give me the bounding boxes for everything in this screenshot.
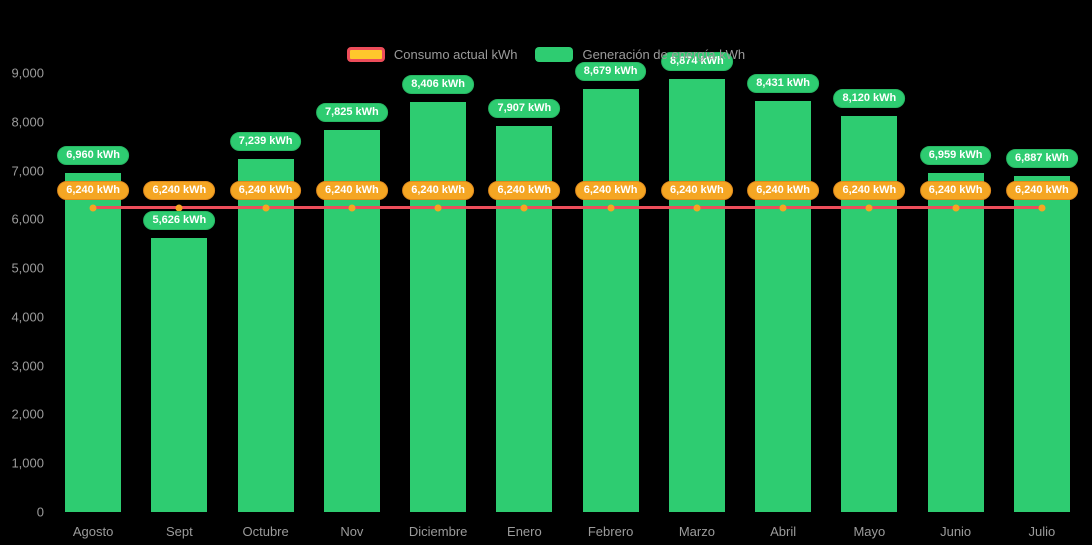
x-axis-label-enero: Enero	[507, 524, 542, 539]
consumption-point-enero[interactable]	[520, 204, 528, 212]
consumption-value-badge-agosto: 6,240 kWh	[57, 180, 130, 200]
y-axis-label: 9,000	[11, 65, 44, 81]
generation-bar-sept[interactable]	[151, 237, 208, 512]
legend-label-consumption: Consumo actual kWh	[393, 47, 518, 62]
generation-value-badge-julio: 6,887 kWh	[1005, 149, 1078, 169]
x-axis-label-febrero: Febrero	[587, 524, 634, 539]
consumption-value-badge-mayo: 6,240 kWh	[833, 180, 906, 200]
consumption-value-badge-abril: 6,240 kWh	[747, 180, 820, 200]
consumption-value-badge-julio: 6,240 kWh	[1005, 180, 1078, 200]
generation-bar-junio[interactable]	[927, 172, 984, 512]
generation-bar-julio[interactable]	[1013, 176, 1070, 512]
consumption-point-marzo[interactable]	[693, 204, 701, 212]
consumption-value-badge-diciembre: 6,240 kWh	[402, 180, 475, 200]
consumption-value-badge-junio: 6,240 kWh	[919, 180, 992, 200]
consumption-point-agosto[interactable]	[89, 204, 97, 212]
y-axis-label: 4,000	[11, 309, 44, 325]
y-axis-label: 7,000	[11, 163, 44, 179]
consumption-value-badge-febrero: 6,240 kWh	[574, 180, 647, 200]
x-axis-label-sept: Sept	[166, 524, 193, 539]
consumption-point-mayo[interactable]	[865, 204, 873, 212]
generation-value-badge-enero: 7,907 kWh	[488, 99, 561, 119]
generation-value-badge-abril: 8,431 kWh	[747, 73, 820, 93]
x-axis-label-diciembre: Diciembre	[408, 524, 468, 539]
generation-bar-marzo[interactable]	[668, 79, 725, 512]
x-axis-label-julio: Julio	[1028, 524, 1056, 539]
consumption-point-julio[interactable]	[1038, 204, 1046, 212]
y-axis-label: 6,000	[11, 211, 44, 227]
generation-bar-febrero[interactable]	[582, 88, 639, 512]
consumption-line	[93, 206, 1042, 210]
consumption-point-junio[interactable]	[952, 204, 960, 212]
generation-value-badge-octubre: 7,239 kWh	[229, 131, 302, 151]
legend-item-generation[interactable]: Generación de energía kWh	[535, 47, 745, 62]
consumption-point-diciembre[interactable]	[434, 204, 442, 212]
y-axis-label: 2,000	[11, 406, 44, 422]
x-axis-label-junio: Junio	[940, 524, 972, 539]
generation-bar-diciembre[interactable]	[410, 101, 467, 512]
generation-value-badge-diciembre: 8,406 kWh	[402, 74, 475, 94]
consumption-point-sept[interactable]	[175, 204, 183, 212]
consumption-value-badge-marzo: 6,240 kWh	[660, 180, 733, 200]
generation-bar-mayo[interactable]	[841, 115, 898, 512]
x-axis-label-agosto: Agosto	[72, 524, 114, 539]
consumption-point-abril[interactable]	[779, 204, 787, 212]
y-axis-label: 1,000	[11, 455, 44, 471]
consumption-value-badge-octubre: 6,240 kWh	[229, 180, 302, 200]
generation-value-badge-junio: 6,959 kWh	[919, 145, 992, 165]
y-axis-label: 5,000	[11, 260, 44, 276]
chart-legend: Consumo actual kWh Generación de energía…	[0, 47, 1092, 62]
consumption-swatch-icon	[346, 47, 385, 62]
consumption-value-badge-sept: 6,240 kWh	[143, 180, 216, 200]
generation-value-badge-sept: 5,626 kWh	[143, 210, 216, 230]
generation-swatch-icon	[535, 47, 574, 62]
x-axis-label-nov: Nov	[340, 524, 364, 539]
x-axis-label-abril: Abril	[770, 524, 797, 539]
x-axis-label-octubre: Octubre	[242, 524, 289, 539]
y-axis-label: 3,000	[11, 358, 44, 374]
generation-bar-agosto[interactable]	[65, 172, 122, 512]
generation-value-badge-marzo: 8,874 kWh	[660, 52, 733, 72]
y-axis-label: 0	[36, 504, 44, 520]
generation-value-badge-febrero: 8,679 kWh	[574, 61, 647, 81]
consumption-value-badge-enero: 6,240 kWh	[488, 180, 561, 200]
generation-value-badge-mayo: 8,120 kWh	[833, 88, 906, 108]
legend-item-consumption[interactable]: Consumo actual kWh	[346, 47, 518, 62]
consumption-value-badge-nov: 6,240 kWh	[315, 180, 388, 200]
generation-value-badge-nov: 7,825 kWh	[315, 103, 388, 123]
legend-label-generation: Generación de energía kWh	[582, 47, 746, 62]
generation-bar-octubre[interactable]	[237, 158, 294, 512]
generation-value-badge-agosto: 6,960 kWh	[57, 145, 130, 165]
x-axis-label-mayo: Mayo	[853, 524, 886, 539]
x-axis-label-marzo: Marzo	[678, 524, 715, 539]
consumption-point-octubre[interactable]	[262, 204, 270, 212]
consumption-point-nov[interactable]	[348, 204, 356, 212]
generation-bar-abril[interactable]	[755, 100, 812, 512]
y-axis-label: 8,000	[11, 114, 44, 130]
consumption-point-febrero[interactable]	[607, 204, 615, 212]
